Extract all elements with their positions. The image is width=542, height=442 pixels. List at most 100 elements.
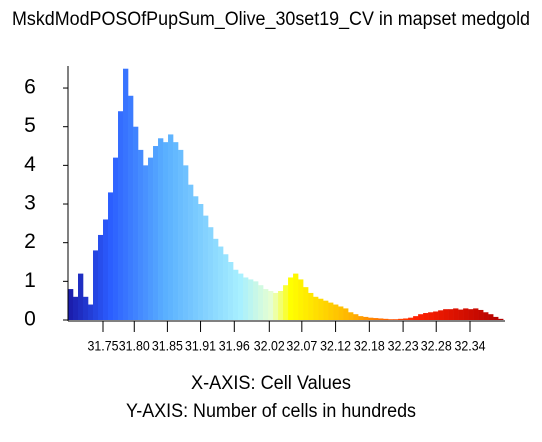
x-tick-label: 32.02	[254, 338, 285, 354]
bar	[168, 134, 174, 320]
chart-title: MskdModPOSOfPupSum_Olive_30set19_CV in m…	[12, 9, 530, 30]
bar	[113, 157, 119, 320]
bar	[313, 296, 319, 320]
bar	[193, 196, 199, 320]
bar	[303, 287, 309, 320]
x-tick-label: 32.23	[388, 338, 419, 354]
bar	[73, 296, 79, 320]
y-tick-label: 6	[24, 76, 36, 99]
x-tick-label: 32.12	[320, 338, 351, 354]
bar	[443, 309, 449, 320]
bar	[178, 149, 184, 320]
y-tick-label: 3	[24, 192, 36, 215]
y-tick-label: 0	[24, 308, 36, 331]
x-tick-label: 32.07	[286, 338, 317, 354]
bar	[208, 227, 214, 320]
x-tick-label: 31.91	[185, 338, 216, 354]
bar	[343, 308, 349, 320]
x-tick-label: 31.80	[119, 338, 150, 354]
bar	[418, 314, 424, 320]
bar	[328, 302, 334, 320]
bar	[318, 298, 324, 320]
bar	[473, 308, 479, 320]
x-tick-label: 31.75	[88, 338, 119, 354]
x-axis-label: X-AXIS: Cell Values	[191, 373, 351, 394]
y-tick-label: 1	[24, 269, 36, 292]
y-tick-label: 4	[24, 153, 36, 176]
y-tick-label: 5	[24, 114, 36, 137]
bar	[248, 279, 254, 320]
y-axis-label: Y-AXIS: Number of cells in hundreds	[126, 401, 416, 422]
bar	[498, 318, 504, 320]
bar	[78, 273, 84, 320]
bar	[153, 146, 159, 320]
bar	[143, 165, 149, 320]
bar	[413, 316, 419, 320]
bar	[283, 285, 289, 320]
bar	[323, 300, 329, 320]
bar	[118, 111, 124, 320]
bar	[363, 316, 369, 320]
bar	[483, 312, 489, 320]
bar	[173, 142, 179, 320]
bar	[68, 289, 74, 320]
bar	[338, 306, 344, 320]
bar	[428, 312, 434, 320]
bar	[293, 273, 299, 320]
bar	[198, 204, 204, 320]
bar	[268, 291, 274, 320]
bar	[218, 246, 224, 320]
bar	[128, 95, 134, 320]
bar	[123, 68, 129, 320]
bar	[388, 319, 394, 320]
bar	[103, 219, 109, 320]
bar	[253, 281, 259, 320]
bar	[348, 312, 354, 320]
bar	[223, 254, 229, 320]
bar	[93, 250, 99, 320]
bar	[373, 318, 379, 320]
bar	[188, 184, 194, 320]
bar	[493, 316, 499, 320]
bar	[408, 317, 414, 320]
bar	[83, 296, 89, 320]
bar	[393, 319, 399, 320]
bar	[138, 149, 144, 320]
x-tick-label: 32.18	[354, 338, 385, 354]
bar	[133, 126, 139, 320]
bar	[273, 292, 279, 320]
bar	[478, 309, 484, 320]
bar	[488, 314, 494, 320]
bar	[278, 291, 284, 320]
bar	[163, 142, 169, 320]
bar	[438, 310, 444, 320]
bar	[423, 313, 429, 320]
bar	[433, 311, 439, 320]
bar	[263, 289, 269, 320]
x-tick-label: 32.34	[454, 338, 485, 354]
bar	[158, 138, 164, 320]
bar	[243, 277, 249, 320]
bar	[383, 318, 389, 320]
bar	[213, 238, 219, 320]
bar	[358, 316, 364, 320]
bars	[68, 68, 504, 320]
bar	[453, 308, 459, 320]
bar	[98, 234, 104, 320]
bar	[258, 285, 264, 320]
bar	[88, 304, 94, 320]
bar	[403, 318, 409, 320]
bar	[448, 309, 454, 320]
bar	[233, 269, 239, 320]
bar	[228, 262, 234, 320]
bar	[463, 308, 469, 320]
bar	[108, 192, 114, 320]
bar	[308, 292, 314, 320]
y-tick-label: 2	[24, 230, 36, 253]
bar	[458, 309, 464, 320]
bar	[183, 165, 189, 320]
bar	[298, 279, 304, 320]
bar	[378, 318, 384, 320]
bar	[203, 215, 209, 320]
